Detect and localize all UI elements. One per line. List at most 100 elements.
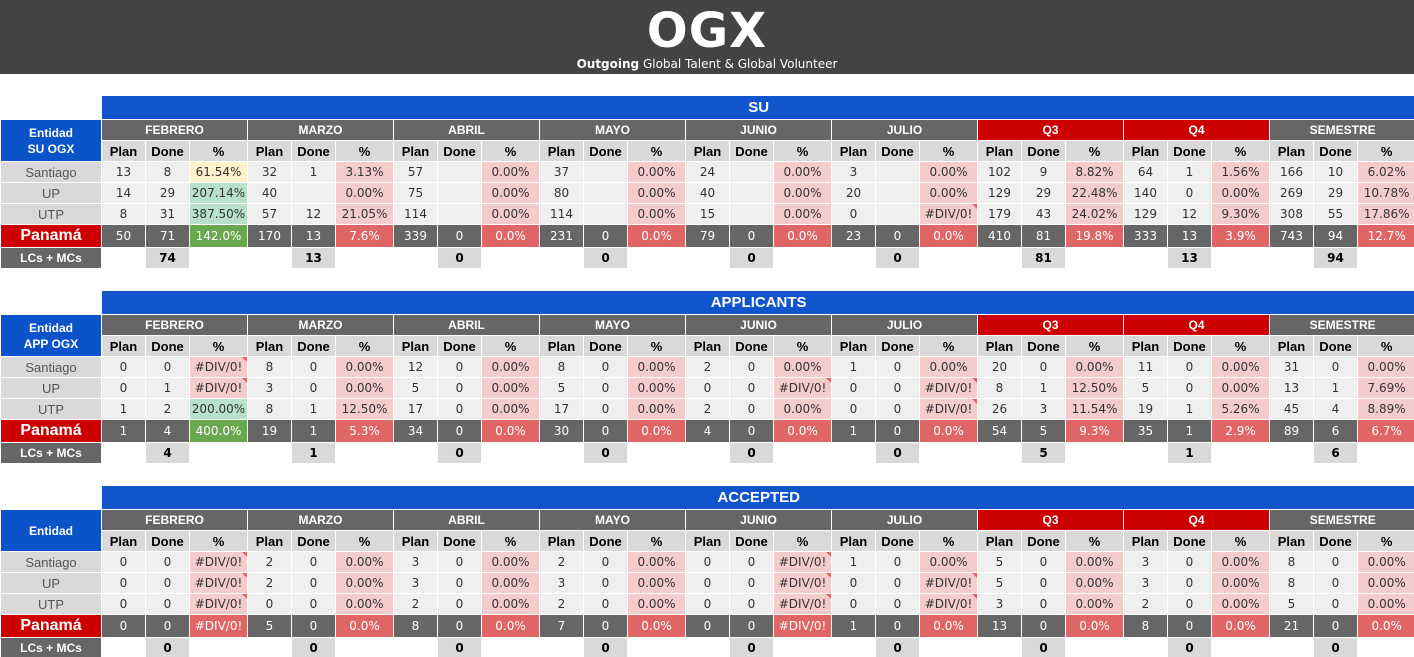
plan-cell[interactable]: 5 bbox=[1269, 593, 1314, 615]
percent-cell[interactable]: 0.00% bbox=[481, 182, 540, 204]
done-cell[interactable] bbox=[437, 182, 482, 204]
plan-cell[interactable]: 0 bbox=[247, 593, 292, 615]
percent-cell[interactable]: 0.00% bbox=[773, 182, 832, 204]
percent-cell[interactable]: 17.86% bbox=[1356, 203, 1414, 225]
plan-cell[interactable]: 0 bbox=[831, 572, 876, 594]
panama-percent-cell[interactable]: 0.0% bbox=[1356, 614, 1414, 638]
done-cell[interactable]: 0 bbox=[875, 398, 920, 420]
plan-cell[interactable]: 3 bbox=[247, 377, 292, 399]
plan-cell[interactable]: 0 bbox=[685, 551, 730, 573]
lcs-mcs-value[interactable]: 13 bbox=[291, 247, 336, 269]
panama-percent-cell[interactable]: 12.7% bbox=[1356, 224, 1414, 248]
percent-cell[interactable]: #DIV/0! bbox=[189, 593, 248, 615]
plan-cell[interactable]: 2 bbox=[1123, 593, 1168, 615]
percent-cell[interactable]: 0.00% bbox=[335, 377, 394, 399]
done-cell[interactable]: 1 bbox=[1167, 161, 1212, 183]
panama-percent-cell[interactable]: 2.9% bbox=[1211, 419, 1270, 443]
percent-cell[interactable]: 0.00% bbox=[773, 161, 832, 183]
percent-cell[interactable]: 5.26% bbox=[1211, 398, 1270, 420]
panama-percent-cell[interactable]: 0.0% bbox=[919, 419, 978, 443]
panama-percent-cell[interactable]: 0.0% bbox=[919, 614, 978, 638]
panama-done-cell[interactable]: 0 bbox=[583, 419, 628, 443]
done-cell[interactable]: 55 bbox=[1313, 203, 1358, 225]
percent-cell[interactable]: 0.00% bbox=[627, 203, 686, 225]
done-cell[interactable]: 0 bbox=[875, 377, 920, 399]
plan-cell[interactable]: 2 bbox=[247, 572, 292, 594]
panama-percent-cell[interactable]: 9.3% bbox=[1065, 419, 1124, 443]
percent-cell[interactable]: 207.14% bbox=[189, 182, 248, 204]
plan-cell[interactable]: 1 bbox=[101, 398, 146, 420]
percent-cell[interactable]: 0.00% bbox=[919, 356, 978, 378]
panama-percent-cell[interactable]: 0.0% bbox=[773, 419, 832, 443]
lcs-mcs-value[interactable]: 0 bbox=[1313, 637, 1358, 657]
done-cell[interactable]: 1 bbox=[1167, 398, 1212, 420]
panama-percent-cell[interactable]: 5.3% bbox=[335, 419, 394, 443]
done-cell[interactable]: 0 bbox=[1167, 593, 1212, 615]
panama-percent-cell[interactable]: 0.0% bbox=[627, 614, 686, 638]
panama-done-cell[interactable]: 81 bbox=[1021, 224, 1066, 248]
panama-done-cell[interactable]: 0 bbox=[729, 224, 774, 248]
done-cell[interactable]: 1 bbox=[145, 377, 190, 399]
percent-cell[interactable]: 0.00% bbox=[481, 377, 540, 399]
done-cell[interactable]: 1 bbox=[291, 398, 336, 420]
done-cell[interactable]: 12 bbox=[1167, 203, 1212, 225]
panama-plan-cell[interactable]: 34 bbox=[393, 419, 438, 443]
percent-cell[interactable]: 12.50% bbox=[1065, 377, 1124, 399]
panama-done-cell[interactable]: 1 bbox=[291, 419, 336, 443]
plan-cell[interactable]: 8 bbox=[101, 203, 146, 225]
panama-done-cell[interactable]: 0 bbox=[875, 419, 920, 443]
lcs-mcs-value[interactable]: 0 bbox=[583, 247, 628, 269]
lcs-mcs-value[interactable]: 0 bbox=[1021, 637, 1066, 657]
percent-cell[interactable]: 0.00% bbox=[773, 398, 832, 420]
percent-cell[interactable]: 0.00% bbox=[481, 203, 540, 225]
done-cell[interactable] bbox=[729, 203, 774, 225]
done-cell[interactable]: 0 bbox=[1021, 551, 1066, 573]
plan-cell[interactable]: 2 bbox=[685, 356, 730, 378]
panama-percent-cell[interactable]: 19.8% bbox=[1065, 224, 1124, 248]
percent-cell[interactable]: 0.00% bbox=[627, 377, 686, 399]
plan-cell[interactable]: 24 bbox=[685, 161, 730, 183]
done-cell[interactable]: 0 bbox=[1167, 356, 1212, 378]
percent-cell[interactable]: 0.00% bbox=[1211, 377, 1270, 399]
plan-cell[interactable]: 11 bbox=[1123, 356, 1168, 378]
plan-cell[interactable]: 2 bbox=[539, 593, 584, 615]
done-cell[interactable]: 0 bbox=[145, 593, 190, 615]
percent-cell[interactable]: 21.05% bbox=[335, 203, 394, 225]
plan-cell[interactable]: 114 bbox=[539, 203, 584, 225]
percent-cell[interactable]: 8.89% bbox=[1356, 398, 1414, 420]
percent-cell[interactable]: 22.48% bbox=[1065, 182, 1124, 204]
plan-cell[interactable]: 0 bbox=[685, 593, 730, 615]
plan-cell[interactable]: 5 bbox=[977, 572, 1022, 594]
done-cell[interactable]: 4 bbox=[1313, 398, 1358, 420]
plan-cell[interactable]: 308 bbox=[1269, 203, 1314, 225]
panama-percent-cell[interactable]: 0.0% bbox=[1211, 614, 1270, 638]
plan-cell[interactable]: 0 bbox=[101, 377, 146, 399]
lcs-mcs-value[interactable]: 74 bbox=[145, 247, 190, 269]
panama-percent-cell[interactable]: 142.0% bbox=[189, 224, 248, 248]
percent-cell[interactable]: #DIV/0! bbox=[919, 398, 978, 420]
percent-cell[interactable]: 10.78% bbox=[1356, 182, 1414, 204]
plan-cell[interactable]: 57 bbox=[247, 203, 292, 225]
percent-cell[interactable]: #DIV/0! bbox=[919, 377, 978, 399]
done-cell[interactable] bbox=[875, 203, 920, 225]
done-cell[interactable]: 0 bbox=[437, 593, 482, 615]
percent-cell[interactable]: 0.00% bbox=[627, 593, 686, 615]
plan-cell[interactable]: 17 bbox=[393, 398, 438, 420]
done-cell[interactable]: 29 bbox=[1313, 182, 1358, 204]
plan-cell[interactable]: 2 bbox=[247, 551, 292, 573]
lcs-mcs-value[interactable]: 13 bbox=[1167, 247, 1212, 269]
percent-cell[interactable]: 12.50% bbox=[335, 398, 394, 420]
panama-done-cell[interactable]: 1 bbox=[1167, 419, 1212, 443]
panama-done-cell[interactable]: 4 bbox=[145, 419, 190, 443]
done-cell[interactable]: 0 bbox=[1167, 551, 1212, 573]
done-cell[interactable]: 0 bbox=[729, 377, 774, 399]
panama-done-cell[interactable]: 0 bbox=[1167, 614, 1212, 638]
panama-percent-cell[interactable]: 0.0% bbox=[481, 224, 540, 248]
plan-cell[interactable]: 20 bbox=[977, 356, 1022, 378]
percent-cell[interactable]: 0.00% bbox=[1211, 593, 1270, 615]
percent-cell[interactable]: 0.00% bbox=[1211, 551, 1270, 573]
plan-cell[interactable]: 179 bbox=[977, 203, 1022, 225]
plan-cell[interactable]: 3 bbox=[1123, 551, 1168, 573]
percent-cell[interactable]: 0.00% bbox=[773, 356, 832, 378]
percent-cell[interactable]: 0.00% bbox=[335, 593, 394, 615]
